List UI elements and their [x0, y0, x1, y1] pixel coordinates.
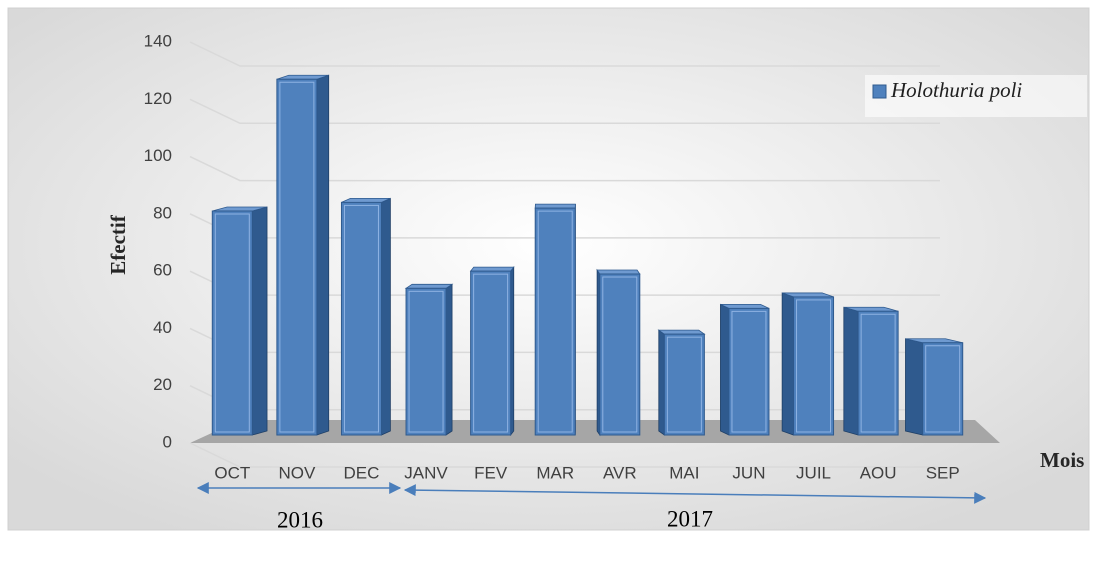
y-tick-label: 40 — [153, 318, 172, 337]
y-tick-label: 60 — [153, 261, 172, 280]
x-tick-label: SEP — [926, 463, 960, 482]
bar — [664, 334, 704, 435]
y-tick-label: 0 — [163, 432, 172, 451]
x-tick-label: JUN — [732, 463, 765, 482]
bar-top — [597, 270, 640, 274]
year-label: 2017 — [667, 506, 713, 531]
bar — [406, 288, 446, 435]
y-tick-label: 100 — [144, 146, 172, 165]
bar — [471, 271, 511, 435]
bar — [600, 274, 640, 435]
bar — [794, 297, 834, 435]
bottom-margin — [0, 531, 1097, 573]
x-tick-label: OCT — [214, 463, 250, 482]
bar-side — [659, 330, 665, 435]
bar — [858, 311, 898, 435]
x-tick-label: NOV — [278, 463, 316, 482]
bar — [212, 211, 252, 435]
x-tick-label: FEV — [474, 463, 508, 482]
bar-side — [905, 339, 922, 435]
legend-label: Holothuria poli — [890, 78, 1022, 102]
bar-top — [471, 267, 514, 271]
x-axis-label: Mois — [1040, 448, 1084, 472]
bar-side — [446, 284, 452, 435]
bar-top — [535, 204, 575, 208]
y-tick-label: 120 — [144, 89, 172, 108]
x-tick-label: AVR — [603, 463, 637, 482]
x-tick-label: AOU — [860, 463, 897, 482]
x-tick-label: MAR — [536, 463, 574, 482]
y-tick-label: 80 — [153, 203, 172, 222]
bar-side — [252, 207, 267, 435]
bar-side — [381, 198, 390, 435]
year-label: 2016 — [277, 507, 323, 532]
y-tick-label: 20 — [153, 375, 172, 394]
bar-top — [406, 284, 452, 288]
bar-top — [659, 330, 705, 334]
bar — [535, 208, 575, 435]
x-tick-label: DEC — [344, 463, 380, 482]
y-tick-label: 140 — [144, 31, 172, 50]
bar — [923, 343, 963, 435]
bar-top — [720, 304, 769, 308]
x-tick-label: JUIL — [796, 463, 831, 482]
x-tick-label: MAI — [669, 463, 699, 482]
bar-side — [720, 304, 729, 435]
bar-side — [782, 293, 793, 435]
bar-top — [341, 198, 390, 202]
bar-side — [844, 307, 858, 435]
bar — [277, 79, 317, 435]
bar — [341, 202, 381, 435]
y-axis-label: Efectif — [106, 214, 130, 274]
bar — [729, 308, 769, 435]
x-tick-label: JANV — [404, 463, 448, 482]
legend-swatch — [873, 85, 886, 98]
bar-side — [317, 75, 329, 435]
